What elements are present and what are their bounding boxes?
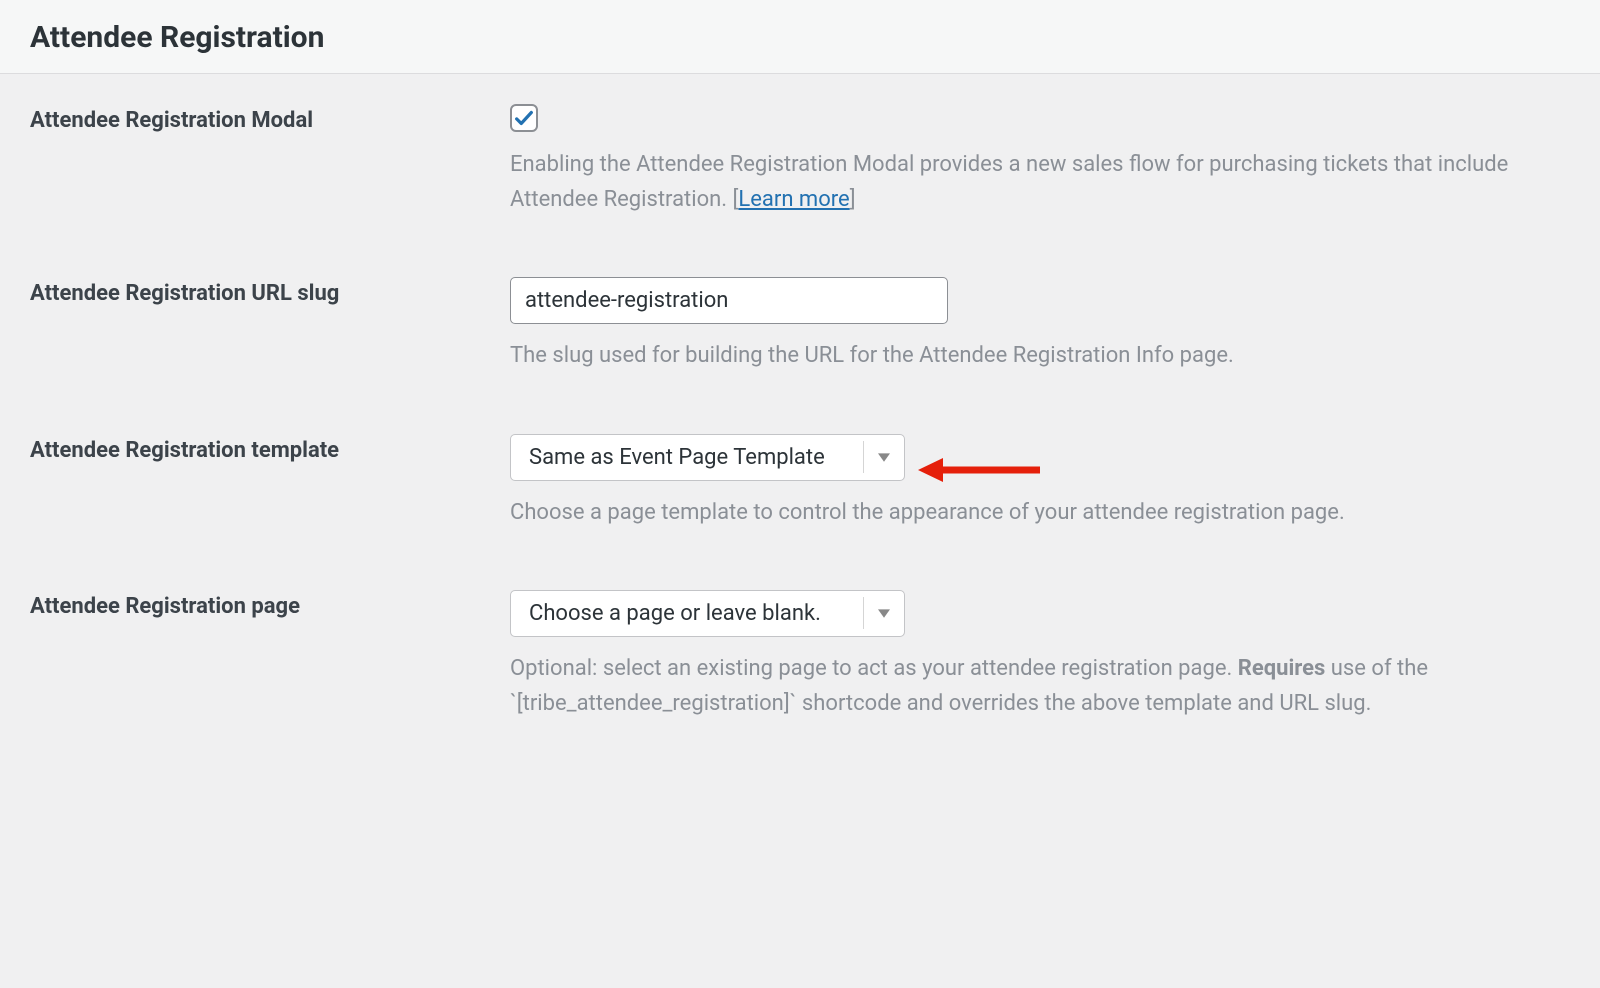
bracket-close: ] — [850, 187, 856, 212]
page-help: Optional: select an existing page to act… — [510, 651, 1570, 721]
section-heading: Attendee Registration — [0, 0, 1600, 74]
page-select-arrow — [863, 597, 904, 629]
url-slug-help: The slug used for building the URL for t… — [510, 338, 1570, 373]
page-select-wrapper: Choose a page or leave blank. — [510, 590, 905, 637]
page-help-strong: Requires — [1238, 656, 1326, 681]
page-select-value: Choose a page or leave blank. — [511, 591, 863, 636]
modal-checkbox[interactable] — [510, 104, 538, 132]
template-select[interactable]: Same as Event Page Template — [510, 434, 905, 481]
modal-label: Attendee Registration Modal — [30, 104, 510, 133]
url-slug-label: Attendee Registration URL slug — [30, 277, 510, 306]
settings-body: Attendee Registration Modal Enabling the… — [0, 74, 1600, 771]
field-row-modal: Attendee Registration Modal Enabling the… — [30, 104, 1570, 217]
page-help-prefix: Optional: select an existing page to act… — [510, 656, 1238, 681]
url-slug-content: The slug used for building the URL for t… — [510, 277, 1570, 373]
template-select-wrapper: Same as Event Page Template — [510, 434, 905, 481]
field-row-url-slug: Attendee Registration URL slug The slug … — [30, 277, 1570, 373]
template-help: Choose a page template to control the ap… — [510, 495, 1570, 530]
modal-content: Enabling the Attendee Registration Modal… — [510, 104, 1570, 217]
checkmark-icon — [513, 107, 535, 129]
field-row-template: Attendee Registration template Same as E… — [30, 434, 1570, 530]
modal-checkbox-wrapper — [510, 104, 538, 133]
template-select-arrow — [863, 441, 904, 473]
field-row-page: Attendee Registration page Choose a page… — [30, 590, 1570, 721]
page-label: Attendee Registration page — [30, 590, 510, 619]
learn-more-link[interactable]: Learn more — [738, 187, 849, 212]
modal-help-prefix: Enabling the Attendee Registration Modal… — [510, 152, 1508, 212]
page-content: Choose a page or leave blank. Optional: … — [510, 590, 1570, 721]
settings-section: Attendee Registration Attendee Registrat… — [0, 0, 1600, 771]
chevron-down-icon — [878, 451, 890, 463]
modal-help-text: Enabling the Attendee Registration Modal… — [510, 147, 1570, 217]
chevron-down-icon — [878, 607, 890, 619]
template-label: Attendee Registration template — [30, 434, 510, 463]
page-select[interactable]: Choose a page or leave blank. — [510, 590, 905, 637]
template-content: Same as Event Page Template Choose a pag… — [510, 434, 1570, 530]
url-slug-input[interactable] — [510, 277, 948, 324]
template-select-value: Same as Event Page Template — [511, 435, 863, 480]
